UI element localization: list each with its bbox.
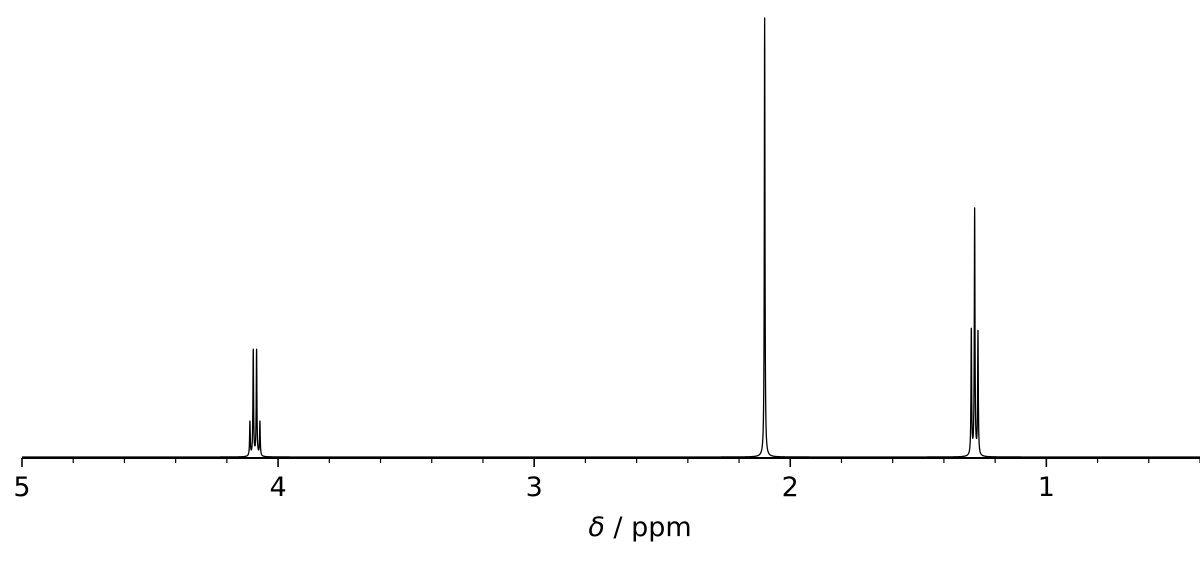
x-axis: 5 4 3 2 1 bbox=[13, 457, 1200, 503]
x-tick-label: 3 bbox=[526, 472, 543, 503]
x-tick-label: 2 bbox=[782, 472, 799, 503]
x-axis-label-unit: / ppm bbox=[605, 512, 692, 543]
spectrum-line bbox=[21, 17, 1200, 458]
spectrum-plot-area bbox=[21, 17, 1200, 458]
x-tick-label: 4 bbox=[269, 472, 286, 503]
x-tick-label: 1 bbox=[1038, 472, 1055, 503]
x-axis-label: δ / ppm bbox=[588, 512, 691, 543]
x-tick-label: 5 bbox=[13, 472, 30, 503]
x-axis-label-symbol: δ bbox=[588, 512, 605, 543]
